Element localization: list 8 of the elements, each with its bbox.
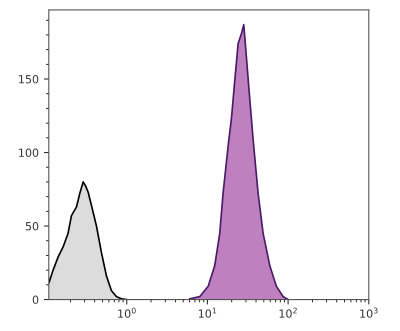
- x-tick-label: 10$^{2}$: [280, 308, 297, 318]
- x-tick-label: 10$^{1}$: [198, 308, 216, 318]
- x-tick-label: 10$^{3}$: [360, 308, 378, 318]
- y-tick-label: 50: [26, 222, 38, 230]
- x-tick-label: 10$^{0}$: [118, 308, 136, 318]
- y-tick-label: 150: [19, 75, 38, 84]
- y-tick-label: 100: [19, 148, 38, 157]
- y-tick-label: 0: [32, 296, 38, 304]
